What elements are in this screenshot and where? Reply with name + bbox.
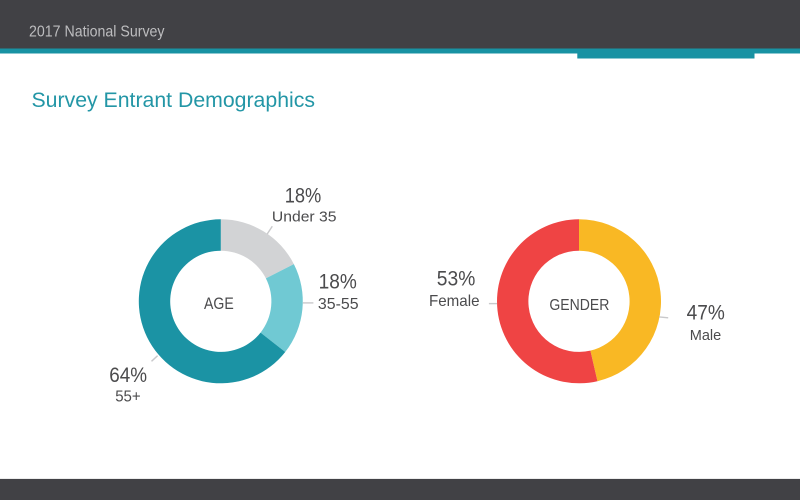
- svg-text:18%: 18%: [319, 270, 357, 293]
- svg-text:64%: 64%: [109, 364, 147, 387]
- svg-text:2017 National Survey: 2017 National Survey: [29, 23, 165, 40]
- svg-text:Male: Male: [690, 327, 722, 344]
- svg-text:47%: 47%: [687, 302, 725, 325]
- svg-text:35-55: 35-55: [318, 296, 359, 313]
- svg-text:Female: Female: [429, 293, 480, 310]
- svg-text:55+: 55+: [115, 389, 141, 406]
- svg-text:GENDER: GENDER: [549, 297, 609, 314]
- svg-text:Under 35: Under 35: [272, 209, 337, 226]
- svg-text:Survey Entrant Demographics: Survey Entrant Demographics: [32, 88, 316, 112]
- svg-text:AGE: AGE: [204, 295, 234, 313]
- svg-text:53%: 53%: [437, 268, 476, 291]
- svg-text:18%: 18%: [285, 184, 322, 207]
